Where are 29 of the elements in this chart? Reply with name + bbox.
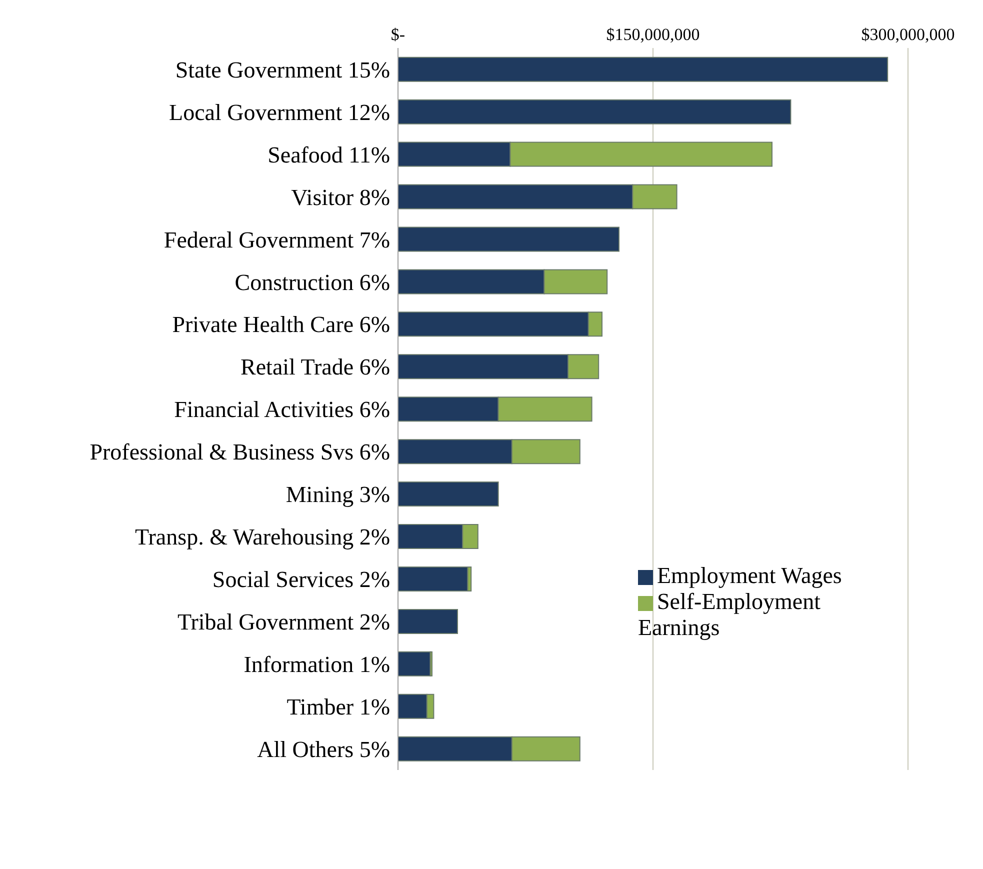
legend-label: Employment Wages (657, 563, 842, 588)
bar (398, 56, 888, 82)
y-tick-label: Visitor 8% (291, 184, 390, 210)
y-tick-label: Financial Activities 6% (174, 397, 390, 422)
y-tick-label: Construction 6% (234, 270, 390, 295)
x-tick-label: $150,000,000 (606, 25, 700, 44)
bar (398, 226, 620, 252)
y-tick-label: Information 1% (244, 652, 390, 677)
bar (398, 99, 792, 124)
y-tick-label: Mining 3% (286, 482, 390, 508)
legend-label: Self-Employment Earnings (638, 589, 821, 640)
y-tick-label: State Government 15% (175, 57, 390, 82)
y-tick-label: Seafood 11% (268, 142, 390, 168)
y-tick-label: Social Services 2% (212, 567, 390, 592)
bar (398, 608, 458, 634)
y-tick-label: Private Health Care 6% (172, 312, 390, 338)
y-tick-label: Local Government 12% (169, 100, 390, 125)
y-tick-label: Retail Trade 6% (240, 354, 390, 380)
y-tick-label: Professional & Business Svs 6% (90, 440, 390, 465)
y-tick-label: Federal Government 7% (164, 227, 390, 252)
bar (398, 566, 468, 592)
y-tick-label: All Others 5% (257, 736, 390, 762)
x-tick-label: $300,000,000 (861, 25, 955, 44)
y-tick-label: Timber 1% (286, 694, 390, 720)
y-tick-label: Tribal Government 2% (177, 610, 390, 635)
bar (398, 482, 499, 507)
x-tick-label: $- (390, 25, 406, 44)
bar (398, 651, 431, 676)
y-tick-label: Transp. & Warehousing 2% (135, 524, 390, 550)
